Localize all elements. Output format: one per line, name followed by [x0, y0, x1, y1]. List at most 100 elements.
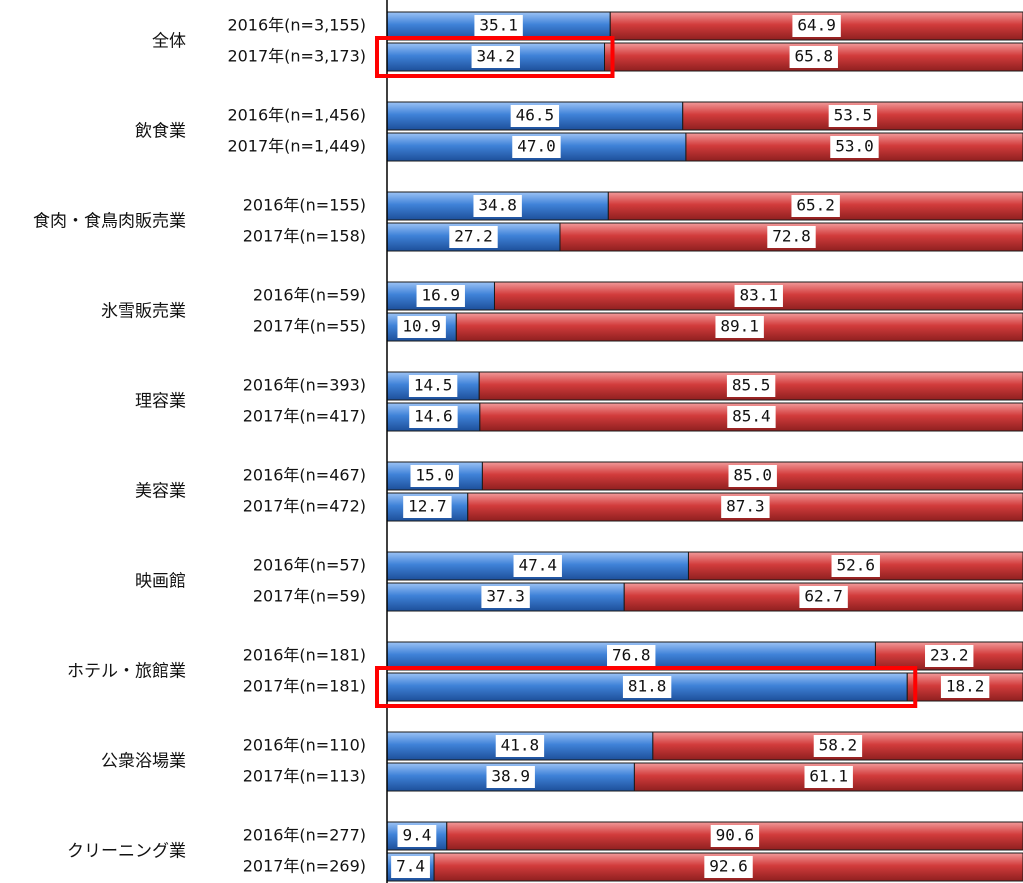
row-label: 2017年(n=1,449)	[227, 137, 366, 156]
data-label-background	[486, 766, 535, 788]
data-label: 85.0	[733, 466, 772, 485]
category-label: 公衆浴場業	[101, 752, 186, 772]
data-label: 23.2	[930, 646, 969, 665]
data-label: 37.3	[486, 587, 525, 606]
data-label-background	[831, 555, 880, 577]
data-label: 53.5	[834, 106, 873, 125]
data-label: 34.8	[478, 196, 517, 215]
data-label-background	[403, 496, 452, 518]
category-label: 映画館	[135, 572, 186, 592]
data-label-background	[622, 676, 672, 698]
data-label: 16.9	[421, 286, 460, 305]
data-label-background	[473, 195, 522, 217]
data-label-background	[715, 316, 764, 338]
data-label-background	[728, 465, 777, 487]
data-label: 14.6	[414, 407, 453, 426]
data-label: 10.9	[402, 317, 441, 336]
data-label: 64.9	[797, 16, 836, 35]
data-label-background	[789, 46, 838, 68]
data-label-background	[607, 645, 656, 667]
data-label-background	[410, 465, 459, 487]
category-label: 飲食業	[135, 122, 186, 142]
data-label: 12.7	[408, 497, 447, 516]
data-label-background	[727, 406, 776, 428]
highlight-box	[375, 36, 615, 78]
highlight-box	[375, 666, 918, 708]
data-label-background	[416, 285, 465, 307]
row-label: 2017年(n=59)	[253, 587, 366, 606]
row-label: 2017年(n=181)	[243, 677, 366, 696]
data-label-background	[510, 105, 560, 127]
data-label-background	[474, 15, 523, 37]
row-label: 2016年(n=393)	[243, 376, 366, 395]
category-label: クリーニング業	[67, 842, 186, 862]
row-label: 2017年(n=417)	[243, 407, 366, 426]
data-label: 89.1	[720, 317, 759, 336]
data-label: 15.0	[415, 466, 454, 485]
data-label-background	[391, 856, 430, 878]
row-label: 2017年(n=113)	[243, 767, 366, 786]
row-label: 2017年(n=3,173)	[227, 47, 366, 66]
data-label: 90.6	[716, 826, 755, 845]
data-label: 85.4	[732, 407, 771, 426]
data-label: 38.9	[491, 767, 530, 786]
category-label: 理容業	[135, 392, 186, 412]
data-label-background	[799, 586, 848, 608]
data-label: 85.5	[732, 376, 771, 395]
data-label-background	[726, 375, 776, 397]
data-label: 61.1	[809, 767, 848, 786]
row-label: 2016年(n=110)	[243, 736, 366, 755]
row-label: 2016年(n=59)	[253, 286, 366, 305]
data-label: 83.1	[739, 286, 778, 305]
data-label: 18.2	[946, 677, 985, 696]
row-label: 2016年(n=1,456)	[227, 106, 366, 125]
category-label: ホテル・旅館業	[67, 662, 186, 682]
data-label: 72.8	[772, 227, 811, 246]
data-label-background	[791, 195, 840, 217]
data-label: 9.4	[402, 826, 431, 845]
data-label: 27.2	[454, 227, 493, 246]
data-label-background	[813, 735, 863, 757]
data-label-background	[512, 136, 561, 158]
data-label: 7.4	[396, 857, 425, 876]
data-label: 87.3	[726, 497, 765, 516]
category-label: 美容業	[135, 482, 186, 502]
category-label: 全体	[152, 32, 186, 52]
data-label-background	[397, 316, 446, 338]
row-label: 2016年(n=277)	[243, 826, 366, 845]
data-label-background	[409, 406, 458, 428]
row-label: 2016年(n=57)	[253, 556, 366, 575]
data-label-background	[804, 766, 853, 788]
data-label-background	[513, 555, 562, 577]
row-label: 2017年(n=158)	[243, 227, 366, 246]
data-label: 47.0	[517, 137, 556, 156]
data-label: 76.8	[612, 646, 651, 665]
row-label: 2017年(n=472)	[243, 497, 366, 516]
data-label: 81.8	[628, 677, 667, 696]
data-label: 14.5	[414, 376, 453, 395]
category-label: 食肉・食鳥肉販売業	[33, 212, 186, 232]
data-label-background	[481, 586, 530, 608]
data-label-background	[704, 856, 753, 878]
row-label: 2017年(n=55)	[253, 317, 366, 336]
data-label: 46.5	[516, 106, 555, 125]
data-label: 65.2	[796, 196, 835, 215]
data-label: 47.4	[518, 556, 557, 575]
data-label-background	[721, 496, 770, 518]
data-label: 52.6	[836, 556, 875, 575]
data-label: 34.2	[476, 47, 515, 66]
data-label-background	[495, 735, 545, 757]
row-label: 2016年(n=3,155)	[227, 16, 366, 35]
data-label-background	[830, 136, 879, 158]
data-label: 62.7	[804, 587, 843, 606]
row-label: 2016年(n=467)	[243, 466, 366, 485]
data-label-background	[940, 676, 990, 698]
data-label: 58.2	[819, 736, 858, 755]
data-label-background	[828, 105, 878, 127]
data-label-background	[471, 46, 520, 68]
data-label: 35.1	[479, 16, 518, 35]
data-label: 53.0	[835, 137, 874, 156]
category-label: 氷雪販売業	[101, 302, 186, 322]
data-label-background	[734, 285, 783, 307]
